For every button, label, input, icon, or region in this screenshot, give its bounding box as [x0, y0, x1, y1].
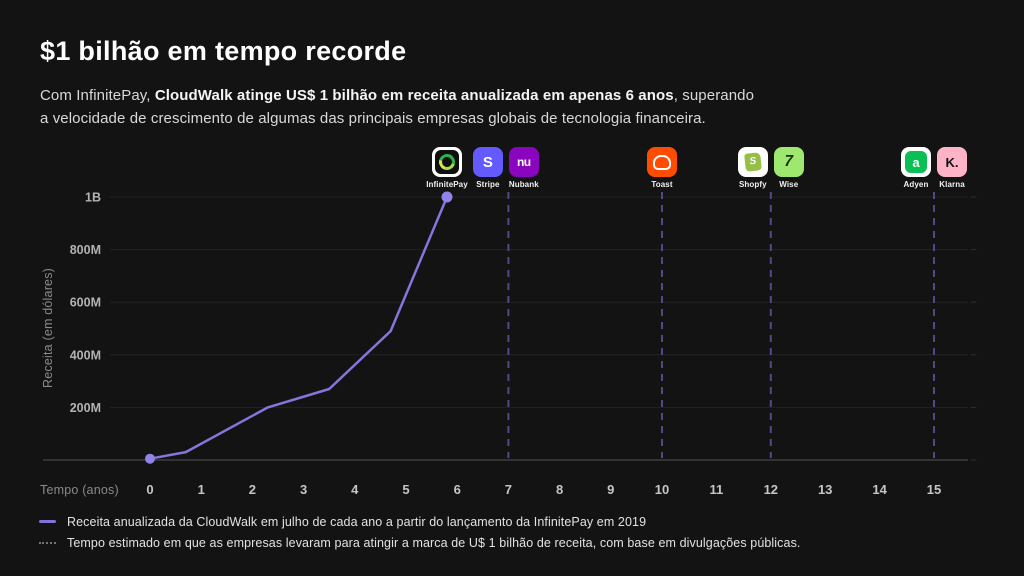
- adyen-a: a: [912, 154, 920, 170]
- wise-flag-icon: 7: [782, 153, 796, 170]
- nubank-icon: nu: [516, 155, 531, 169]
- subtitle-text: , superando: [673, 87, 755, 104]
- x-tick-label: 12: [764, 482, 778, 497]
- y-tick-label: 600M: [70, 296, 101, 310]
- klarna-icon: K.: [945, 154, 959, 170]
- shopify-s: S: [748, 155, 757, 168]
- logo-tile: K.: [937, 147, 967, 177]
- logo-label: Wise: [779, 180, 799, 189]
- x-tick-label: 3: [300, 482, 307, 497]
- logo-label: InfinitePay: [426, 180, 468, 189]
- x-tick-label: 0: [146, 482, 153, 497]
- x-tick-label: 11: [710, 482, 724, 497]
- y-tick-label: 1B: [85, 191, 101, 205]
- subtitle-text: Com InfinitePay,: [40, 87, 155, 104]
- x-tick-label: 15: [927, 482, 941, 497]
- x-tick-label: 10: [655, 482, 669, 497]
- x-tick-label: 5: [402, 482, 409, 497]
- data-point-dot: [145, 453, 155, 464]
- x-tick-label: 8: [556, 482, 563, 497]
- chart-legend: Receita anualizada da CloudWalk em julho…: [39, 511, 801, 553]
- legend-text: Receita anualizada da CloudWalk em julho…: [67, 514, 647, 529]
- infinitepay-icon: [435, 150, 459, 174]
- legend-text: Tempo estimado em que as empresas levara…: [67, 535, 801, 550]
- toast-icon: [653, 154, 671, 170]
- adyen-icon: a: [905, 151, 927, 173]
- logo-tile: nu: [508, 147, 539, 177]
- page-title: $1 bilhão em tempo recorde: [40, 36, 407, 66]
- logo-label: Klarna: [939, 180, 965, 189]
- x-tick-label: 14: [872, 482, 887, 497]
- revenue-line: [148, 195, 449, 460]
- x-tick-label: 4: [351, 482, 359, 497]
- stripe-icon: S: [482, 153, 493, 171]
- logo-tile: [432, 147, 462, 177]
- data-point-dot: [441, 191, 453, 203]
- x-tick-label: 13: [818, 482, 832, 497]
- x-tick-label: 9: [607, 482, 614, 497]
- x-axis-title: Tempo (anos): [40, 483, 119, 497]
- x-tick-label: 1: [198, 482, 205, 497]
- y-tick-label: 800M: [70, 243, 101, 257]
- subtitle-text: a velocidade de crescimento de algumas d…: [40, 109, 706, 127]
- x-tick-label: 6: [454, 482, 461, 497]
- solid-line-swatch: [39, 520, 56, 523]
- logo-tile: a: [901, 147, 931, 177]
- y-axis-title: Receita (em dólares): [41, 268, 55, 388]
- y-tick-label: 200M: [70, 401, 101, 415]
- x-tick-label: 2: [249, 482, 256, 497]
- logo-label: Toast: [651, 180, 673, 189]
- logo-tile: [647, 147, 677, 177]
- infinitepay-ring-icon: [436, 151, 458, 173]
- legend-item-cloudwalk: Receita anualizada da CloudWalk em julho…: [39, 511, 801, 532]
- logo-tile: 7: [773, 147, 804, 177]
- logo-label: Stripe: [476, 180, 500, 189]
- logo-label: Shopfy: [738, 180, 767, 189]
- logo-tile: S: [737, 147, 768, 177]
- y-tick-label: 400M: [70, 348, 101, 362]
- subtitle-highlight: CloudWalk atinge US$ 1 bilhão em receita…: [154, 87, 674, 104]
- shopify-bag-icon: S: [743, 152, 762, 172]
- subtitle: Com InfinitePay, CloudWalk atinge US$ 1 …: [40, 85, 754, 130]
- logo-tile: S: [472, 147, 503, 177]
- legend-item-milestones: Tempo estimado em que as empresas levara…: [39, 532, 801, 553]
- logo-label: Nubank: [508, 180, 539, 189]
- x-tick-label: 7: [505, 482, 512, 497]
- dotted-line-swatch: [39, 541, 56, 544]
- logo-label: Adyen: [903, 180, 929, 189]
